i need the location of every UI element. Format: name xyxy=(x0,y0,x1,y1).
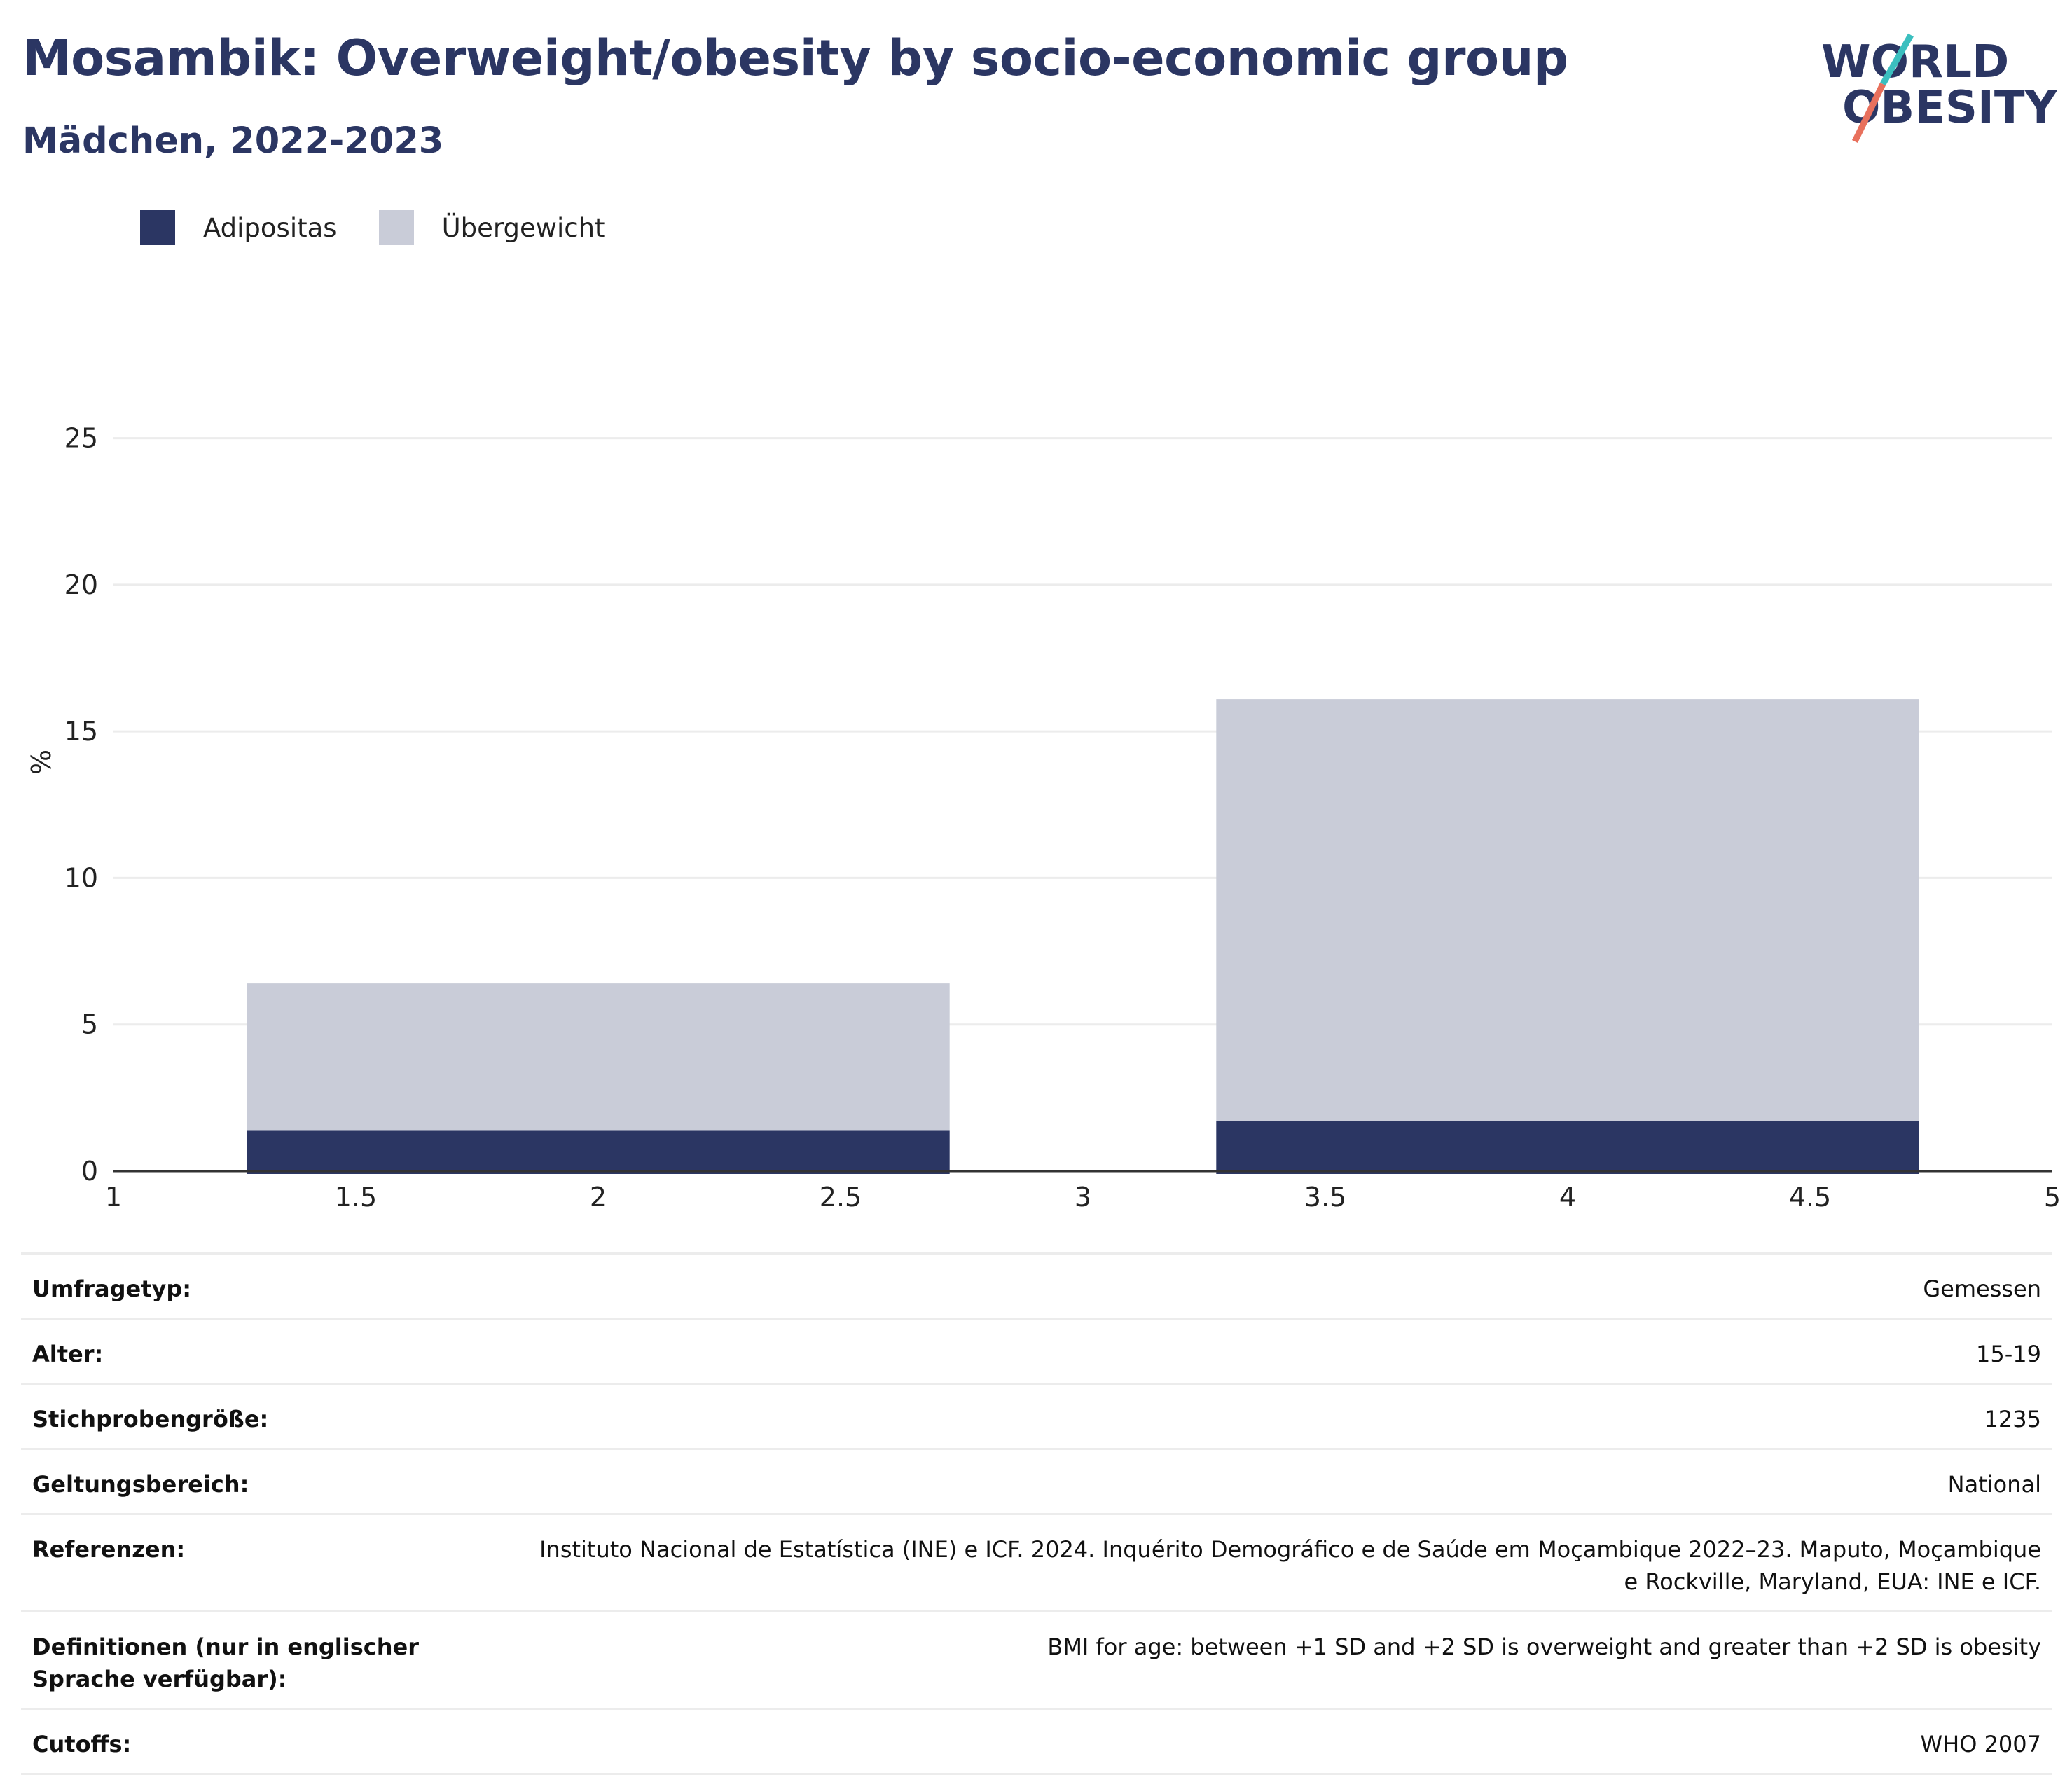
info-row: Alter: 15-19 xyxy=(21,1318,2052,1384)
info-label: Stichprobengröße: xyxy=(21,1383,527,1449)
y-tick-label: 20 xyxy=(64,569,98,600)
info-row: Stichprobengröße: 1235 xyxy=(21,1383,2052,1449)
chart-title: Mosambik: Overweight/obesity by socio-ec… xyxy=(22,29,1568,87)
bar-segment-uebergewicht[interactable] xyxy=(1216,699,1919,1121)
bar-segment-uebergewicht[interactable] xyxy=(247,983,950,1131)
y-tick-label: 15 xyxy=(64,716,98,747)
x-tick-label: 5 xyxy=(2044,1182,2061,1213)
logo-line-1: WORLD xyxy=(1821,36,2009,88)
info-row: Referenzen: Instituto Nacional de Estatís… xyxy=(21,1513,2052,1612)
y-tick-label: 25 xyxy=(64,423,98,454)
x-tick-label: 3 xyxy=(1075,1182,1091,1213)
y-tick-label: 5 xyxy=(81,1009,98,1040)
info-value: 15-19 xyxy=(527,1318,2052,1384)
survey-info-table: Umfragetyp: Gemessen Alter: 15-19 Stichprobe… xyxy=(21,1252,2052,1775)
info-label: Alter: xyxy=(21,1318,527,1384)
bar-segment-adipositas[interactable] xyxy=(247,1130,950,1174)
logo-teal-slash xyxy=(1880,33,1914,86)
legend-item-adipositas[interactable]: Adipositas xyxy=(140,210,337,245)
info-label: Cutoffs: xyxy=(21,1708,527,1775)
info-value: WHO 2007 xyxy=(527,1708,2052,1775)
bar-chart: 0 5 10 15 20 25 1 1.5 2 2.5 3 3.5 4 4.5 5 % xyxy=(26,423,2061,1213)
axes: 0 5 10 15 20 25 1 1.5 2 2.5 3 3.5 4 4.5 5 xyxy=(64,423,2061,1213)
x-tick-label: 1 xyxy=(105,1182,122,1213)
info-value: National xyxy=(527,1448,2052,1514)
info-label: Umfragetyp: xyxy=(21,1252,527,1319)
info-row: Definitionen (nur in englischer Sprache … xyxy=(21,1610,2052,1709)
world-obesity-logo: WORLD OBESITY xyxy=(1821,33,2057,143)
info-row: Cutoffs: WHO 2007 xyxy=(21,1708,2052,1775)
x-tick-label: 2 xyxy=(590,1182,607,1213)
bar-segment-adipositas[interactable] xyxy=(1216,1121,1919,1174)
chart-legend: Adipositas Übergewicht xyxy=(140,209,647,247)
x-tick-label: 2.5 xyxy=(820,1182,862,1213)
info-label: Definitionen (nur in englischer Sprache … xyxy=(21,1610,527,1709)
y-tick-label: 10 xyxy=(64,862,98,893)
chart-subtitle: Mädchen, 2022-2023 xyxy=(22,120,444,162)
bars xyxy=(247,699,1919,1174)
y-axis-label: % xyxy=(26,750,57,775)
x-tick-label: 3.5 xyxy=(1304,1182,1346,1213)
logo-coral-slash xyxy=(1851,83,1886,143)
legend-swatch-adipositas xyxy=(140,210,175,245)
legend-label-adipositas: Adipositas xyxy=(203,212,337,243)
y-tick-label: 0 xyxy=(81,1156,98,1187)
info-label: Referenzen: xyxy=(21,1513,527,1612)
info-value: Gemessen xyxy=(527,1252,2052,1319)
info-row: Umfragetyp: Gemessen xyxy=(21,1252,2052,1319)
info-label: Geltungsbereich: xyxy=(21,1448,527,1514)
info-value: 1235 xyxy=(527,1383,2052,1449)
info-row: Geltungsbereich: National xyxy=(21,1448,2052,1514)
legend-item-uebergewicht[interactable]: Übergewicht xyxy=(378,210,605,245)
info-value: Instituto Nacional de Estatística (INE) … xyxy=(527,1513,2052,1612)
legend-label-uebergewicht: Übergewicht xyxy=(441,212,605,243)
x-tick-label: 1.5 xyxy=(335,1182,377,1213)
x-tick-label: 4 xyxy=(1559,1182,1576,1213)
info-value: BMI for age: between +1 SD and +2 SD is … xyxy=(527,1610,2052,1709)
legend-swatch-uebergewicht xyxy=(378,210,414,245)
x-tick-label: 4.5 xyxy=(1789,1182,1831,1213)
